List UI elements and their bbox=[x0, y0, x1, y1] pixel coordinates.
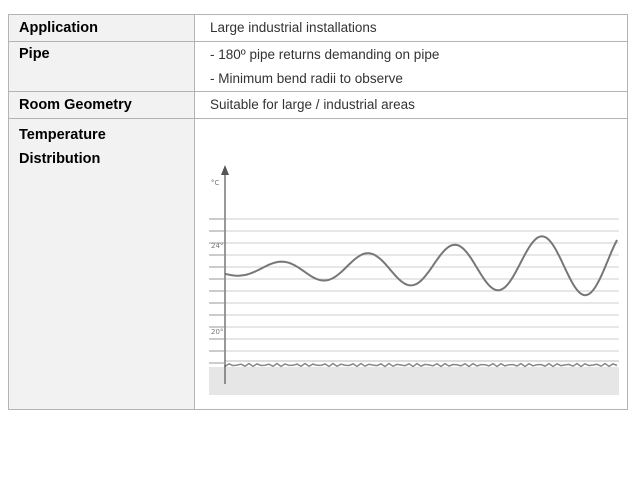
table-row: Application Large industrial installatio… bbox=[8, 14, 628, 42]
temperature-distribution-chart-cell: °C 24° 20° bbox=[194, 118, 628, 410]
specification-table: Application Large industrial installatio… bbox=[8, 14, 628, 410]
pipe-note-1: - 180º pipe returns demanding on pipe bbox=[210, 47, 440, 62]
floor-band bbox=[209, 367, 619, 395]
row-label-room-geometry: Room Geometry bbox=[8, 91, 195, 119]
row-value-room-geometry: Suitable for large / industrial areas bbox=[194, 91, 628, 119]
pipe-note-2: - Minimum bend radii to observe bbox=[210, 71, 403, 86]
y-tick-label: 24° bbox=[211, 242, 223, 250]
row-label-temperature: Temperature bbox=[19, 127, 106, 143]
table-row: Pipe - 180º pipe returns demanding on pi… bbox=[8, 41, 628, 92]
temperature-distribution-chart: °C 24° 20° bbox=[209, 165, 619, 395]
temperature-curve bbox=[224, 235, 618, 297]
row-label-distribution: Distribution bbox=[19, 151, 101, 167]
y-tick-label: 20° bbox=[211, 328, 223, 336]
y-tick-marks bbox=[209, 218, 225, 364]
table-row: Room Geometry Suitable for large / indus… bbox=[8, 91, 628, 119]
y-axis-unit: °C bbox=[211, 179, 220, 187]
floor-pipe-line bbox=[224, 362, 618, 368]
table-row: Temperature Distribution °C 24° 20° bbox=[8, 118, 628, 410]
row-value-pipe: - 180º pipe returns demanding on pipe - … bbox=[194, 41, 628, 92]
chart-gridlines bbox=[225, 218, 619, 352]
y-axis-arrow-icon bbox=[221, 165, 229, 175]
row-value-application: Large industrial installations bbox=[194, 14, 628, 42]
chart-baseline bbox=[224, 360, 619, 368]
row-label-pipe: Pipe bbox=[19, 46, 50, 62]
row-label-application: Application bbox=[8, 14, 195, 42]
